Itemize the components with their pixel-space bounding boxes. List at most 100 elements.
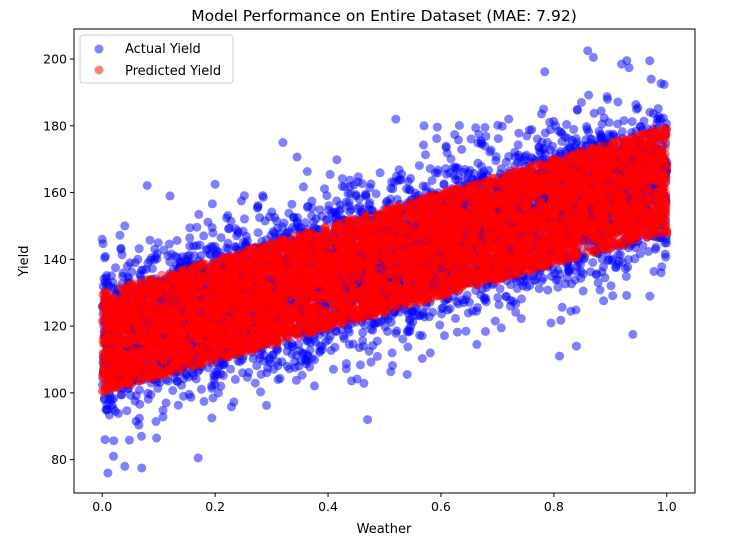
- actual-point: [398, 334, 408, 344]
- actual-point: [161, 398, 171, 408]
- actual-point: [142, 181, 152, 190]
- actual-point: [347, 376, 356, 386]
- actual-point: [244, 367, 254, 377]
- actual-point: [560, 279, 570, 289]
- actual-point: [480, 123, 490, 132]
- actual-point: [253, 228, 263, 238]
- actual-point: [122, 406, 132, 416]
- actual-point: [417, 354, 427, 363]
- actual-point: [461, 326, 471, 336]
- actual-point: [404, 324, 414, 334]
- actual-point: [453, 135, 463, 145]
- actual-point: [239, 191, 249, 201]
- actual-point: [208, 393, 218, 403]
- actual-point: [282, 346, 292, 356]
- actual-point: [464, 297, 474, 307]
- actual-point: [207, 413, 217, 423]
- actual-point: [297, 370, 307, 380]
- actual-point: [419, 140, 428, 150]
- actual-point: [355, 360, 365, 370]
- actual-point: [151, 417, 161, 426]
- actual-point: [557, 302, 567, 312]
- actual-point: [158, 405, 168, 415]
- actual-point: [517, 294, 526, 304]
- actual-point: [491, 156, 501, 166]
- actual-point: [514, 128, 524, 138]
- actual-point: [383, 326, 393, 336]
- actual-point: [315, 205, 325, 215]
- actual-point: [250, 378, 260, 388]
- actual-point: [490, 316, 500, 326]
- actual-point: [207, 223, 217, 232]
- actual-point: [173, 400, 183, 410]
- actual-point: [578, 286, 588, 296]
- actual-point: [508, 297, 518, 306]
- actual-point: [540, 67, 550, 77]
- actual-point: [553, 282, 563, 292]
- actual-point: [349, 180, 359, 190]
- actual-point: [115, 230, 125, 240]
- actual-point: [546, 318, 556, 328]
- actual-point: [591, 270, 601, 280]
- actual-point: [432, 122, 442, 132]
- actual-point: [359, 378, 369, 388]
- actual-point: [100, 253, 110, 263]
- actual-point: [551, 275, 561, 285]
- actual-point: [143, 394, 153, 404]
- actual-point: [173, 377, 182, 386]
- actual-point: [599, 296, 609, 306]
- actual-point: [230, 374, 240, 384]
- actual-point: [366, 179, 376, 189]
- actual-point: [185, 233, 195, 243]
- actual-point: [290, 363, 300, 373]
- actual-point: [506, 280, 516, 290]
- actual-point: [493, 293, 503, 302]
- actual-point: [252, 361, 262, 371]
- actual-point: [388, 361, 397, 370]
- actual-point: [588, 258, 598, 267]
- actual-point: [192, 241, 201, 251]
- actual-point: [325, 169, 335, 179]
- actual-point: [368, 341, 378, 351]
- actual-point: [164, 239, 174, 249]
- actual-point: [207, 199, 217, 209]
- actual-point: [403, 176, 413, 186]
- actual-point: [292, 152, 302, 162]
- actual-point: [168, 386, 178, 395]
- actual-point: [493, 134, 503, 144]
- actual-point: [392, 326, 402, 336]
- actual-point: [253, 203, 263, 213]
- actual-point: [371, 189, 381, 199]
- actual-point: [256, 387, 266, 397]
- actual-point: [372, 351, 382, 361]
- actual-point: [545, 117, 555, 127]
- actual-point: [593, 278, 603, 288]
- actual-point: [109, 436, 119, 446]
- actual-point: [223, 238, 233, 248]
- actual-point: [258, 191, 268, 201]
- actual-point: [596, 133, 605, 143]
- actual-point: [606, 281, 616, 291]
- actual-point: [330, 342, 340, 352]
- actual-point: [116, 243, 126, 253]
- actual-point: [403, 342, 413, 352]
- actual-point: [196, 384, 206, 394]
- actual-point: [543, 285, 553, 295]
- actual-point: [659, 80, 669, 89]
- actual-point: [341, 359, 351, 369]
- actual-point: [392, 194, 402, 204]
- actual-point: [328, 364, 338, 374]
- actual-point: [451, 164, 461, 174]
- actual-point: [522, 131, 532, 141]
- actual-point: [216, 233, 226, 243]
- actual-point: [224, 224, 233, 234]
- actual-point: [496, 323, 506, 333]
- actual-point: [375, 168, 385, 178]
- actual-point: [527, 125, 537, 135]
- actual-point: [302, 167, 312, 176]
- actual-point: [440, 331, 449, 341]
- actual-point: [240, 214, 249, 224]
- actual-point: [457, 145, 467, 154]
- actual-point: [387, 348, 397, 358]
